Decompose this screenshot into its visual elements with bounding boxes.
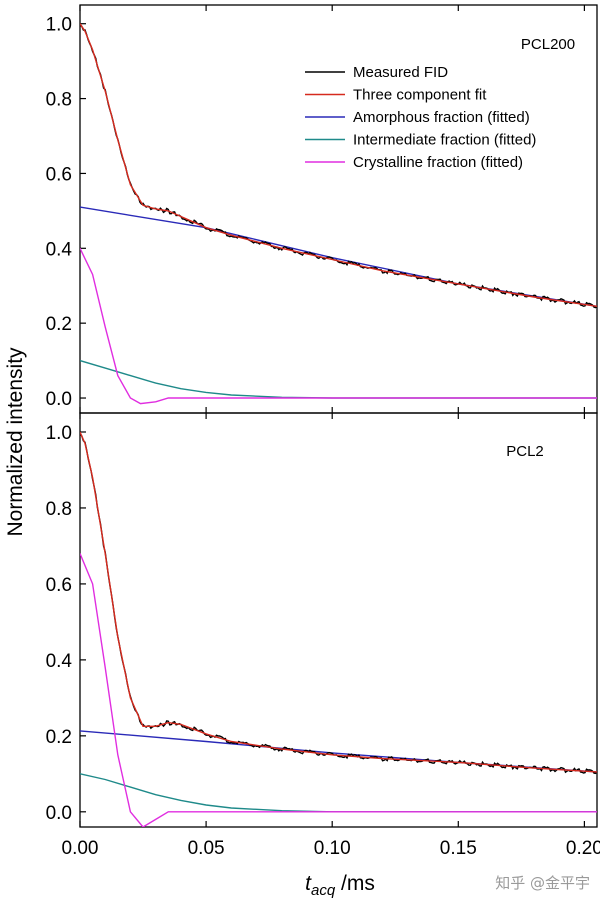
watermark: 知乎 @金平宇 xyxy=(495,874,590,892)
legend-entry: Amorphous fraction (fitted) xyxy=(353,109,530,126)
panel-label: PCL200 xyxy=(521,36,575,53)
y-tick-label: 0.0 xyxy=(46,803,72,824)
y-tick-label: 0.0 xyxy=(46,389,72,410)
series-amorphous-fraction-fitted- xyxy=(80,206,597,307)
series-three-component-fit xyxy=(80,23,597,307)
y-tick-label: 1.0 xyxy=(46,15,72,36)
y-tick-label: 0.8 xyxy=(46,499,72,520)
legend: Measured FID Three component fit Amorphous… xyxy=(305,64,536,171)
legend-entry: Three component fit xyxy=(353,87,487,104)
x-tick-label: 0.00 xyxy=(62,838,99,859)
x-axis-label: tacq /ms xyxy=(305,872,375,899)
x-tick-label: 0.15 xyxy=(440,838,477,859)
y-tick-label: 0.6 xyxy=(46,164,72,185)
series-three-component-fit xyxy=(80,431,597,773)
series-intermediate-fraction-fitted- xyxy=(80,773,597,813)
series-crystalline-fraction-fitted- xyxy=(80,553,597,827)
panel-1: 0.0 0.2 0.4 0.6 0.8 1.0 PCL200 xyxy=(46,4,598,414)
panel-2: 0.0 0.2 0.4 0.6 0.8 1.0 0.00 0.05 0.10 0.15 0.20 PC… xyxy=(46,412,600,859)
y-tick-label: 0.6 xyxy=(46,575,72,596)
legend-entry: Intermediate fraction (fitted) xyxy=(353,132,536,149)
y-tick-label: 0.2 xyxy=(46,727,72,748)
plot-frame xyxy=(79,412,598,828)
series-crystalline-fraction-fitted- xyxy=(80,247,597,405)
series-measured-fid xyxy=(80,24,597,309)
series-intermediate-fraction-fitted- xyxy=(80,359,597,399)
panel-label: PCL2 xyxy=(506,443,544,460)
y-tick-label: 0.4 xyxy=(46,239,73,260)
y-tick-label: 1.0 xyxy=(46,423,72,444)
legend-entry: Measured FID xyxy=(353,64,448,81)
y-axis-label: Normalized intensity xyxy=(4,347,27,537)
legend-entry: Crystalline fraction (fitted) xyxy=(353,154,523,171)
x-tick-label: 0.05 xyxy=(188,838,225,859)
y-tick-label: 0.8 xyxy=(46,90,72,111)
x-tick-label: 0.20 xyxy=(566,838,600,859)
x-tick-label: 0.10 xyxy=(314,838,351,859)
y-tick-label: 0.2 xyxy=(46,314,72,335)
series-measured-fid xyxy=(80,433,597,775)
y-tick-label: 0.4 xyxy=(46,651,73,672)
